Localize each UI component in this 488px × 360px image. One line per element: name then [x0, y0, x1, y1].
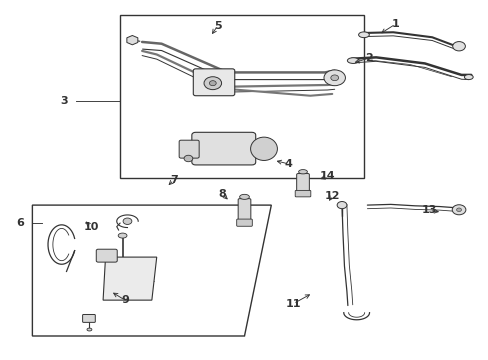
- Bar: [120, 15, 363, 178]
- Polygon shape: [103, 257, 157, 300]
- Text: 11: 11: [285, 299, 301, 309]
- FancyBboxPatch shape: [179, 140, 199, 158]
- Ellipse shape: [250, 137, 277, 161]
- Circle shape: [336, 202, 346, 209]
- Text: 14: 14: [319, 171, 334, 181]
- Text: 12: 12: [324, 191, 339, 201]
- FancyBboxPatch shape: [191, 132, 255, 165]
- Text: 8: 8: [218, 189, 226, 199]
- Circle shape: [451, 205, 465, 215]
- Ellipse shape: [239, 194, 249, 199]
- Circle shape: [123, 218, 132, 225]
- FancyBboxPatch shape: [96, 249, 117, 262]
- Ellipse shape: [358, 32, 368, 38]
- Ellipse shape: [118, 233, 127, 238]
- FancyBboxPatch shape: [295, 190, 310, 197]
- Text: 2: 2: [364, 53, 372, 63]
- Circle shape: [452, 41, 465, 51]
- Ellipse shape: [346, 58, 358, 63]
- Circle shape: [203, 77, 221, 90]
- Text: 6: 6: [16, 218, 24, 228]
- Text: 13: 13: [421, 206, 437, 216]
- Text: 1: 1: [391, 19, 399, 29]
- Text: 4: 4: [284, 159, 292, 169]
- Ellipse shape: [464, 75, 472, 80]
- Circle shape: [209, 81, 216, 86]
- FancyBboxPatch shape: [82, 315, 95, 322]
- FancyBboxPatch shape: [238, 199, 250, 222]
- Ellipse shape: [87, 328, 92, 331]
- FancyBboxPatch shape: [236, 219, 252, 226]
- Circle shape: [183, 155, 192, 162]
- Circle shape: [330, 75, 338, 81]
- Ellipse shape: [298, 170, 307, 174]
- Text: 9: 9: [121, 295, 129, 305]
- Text: 5: 5: [213, 21, 221, 31]
- FancyBboxPatch shape: [193, 69, 234, 96]
- FancyBboxPatch shape: [296, 174, 309, 194]
- Circle shape: [456, 208, 461, 212]
- Text: 10: 10: [83, 222, 99, 231]
- Text: 7: 7: [169, 175, 177, 185]
- Circle shape: [324, 70, 345, 86]
- Text: 3: 3: [60, 96, 68, 106]
